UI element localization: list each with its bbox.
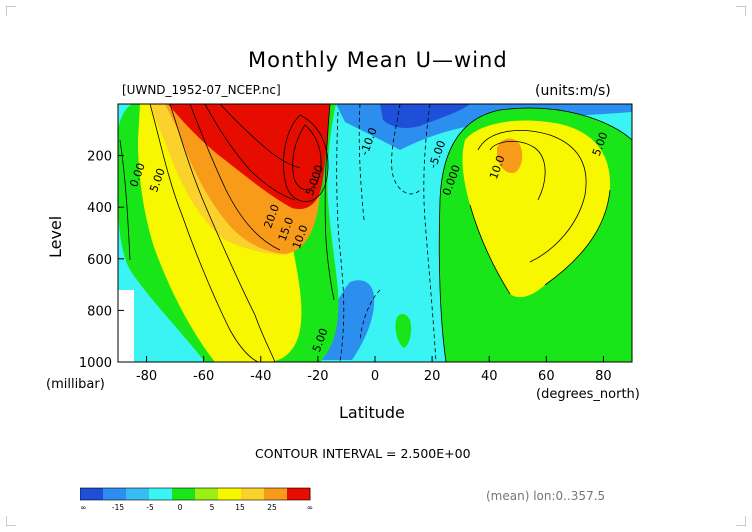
y-axis: 200 400 600 800 1000 <box>79 150 124 371</box>
colorbar-swatch <box>218 488 242 500</box>
x-tick-label: -80 <box>136 369 157 384</box>
colorbar-tick-label: -15 <box>112 503 124 512</box>
fill-strong-westerly-north <box>497 138 523 174</box>
x-tick-label: 40 <box>481 369 498 384</box>
colorbar-frame <box>80 487 311 501</box>
x-tick-label: -40 <box>250 369 271 384</box>
x-tick-label: 80 <box>595 369 612 384</box>
x-tick-label: 20 <box>424 369 441 384</box>
y-tick-label: 200 <box>87 150 112 165</box>
contour-lines <box>119 104 632 362</box>
y-axis-label: Level <box>46 215 65 258</box>
x-axis-label: Latitude <box>339 403 405 422</box>
x-tick-label: 60 <box>538 369 555 384</box>
x-axis: -80 -60 -40 -20 0 20 40 60 80 <box>136 356 612 384</box>
y-tick-label: 400 <box>87 201 112 216</box>
y-axis-units: (millibar) <box>46 377 105 392</box>
colorbar-swatch <box>80 488 104 500</box>
missing-data-patch <box>118 290 134 362</box>
contour-interval-note: CONTOUR INTERVAL = 2.500E+00 <box>255 446 471 461</box>
dataset-label: [UWND_1952-07_NCEP.nc] <box>122 83 281 97</box>
colorbar-tick-label: 0 <box>178 503 183 512</box>
fill-strong-easterly-top <box>380 104 470 128</box>
colorbar-swatch <box>126 488 150 500</box>
colorbar-swatch <box>287 488 311 500</box>
units-label: (units:m/s) <box>535 83 611 99</box>
colorbar-tick-label: -5 <box>146 503 154 512</box>
fill-westerly-north <box>462 120 611 298</box>
colorbar-swatch <box>195 488 219 500</box>
fill-islet-north <box>395 314 412 348</box>
fill-easterly-lower <box>322 280 375 360</box>
x-tick-label: -60 <box>193 369 214 384</box>
colorbar-swatch <box>172 488 196 500</box>
colorbar-tick-label: 15 <box>235 503 245 512</box>
colorbar: -∞ -15 -5 0 5 15 25 ∞ <box>80 487 313 512</box>
y-tick-label: 1000 <box>79 356 112 371</box>
contour-fills <box>118 104 632 362</box>
x-tick-label: 0 <box>371 369 379 384</box>
y-tick-label: 600 <box>87 253 112 268</box>
y-tick-label: 800 <box>87 304 112 319</box>
chart-title: Monthly Mean U—wind <box>248 48 508 72</box>
colorbar-tick-label: 5 <box>210 503 215 512</box>
x-tick-label: -20 <box>307 369 328 384</box>
mean-note: (mean) lon:0..357.5 <box>486 489 606 503</box>
colorbar-swatch <box>241 488 265 500</box>
colorbar-tick-label: 25 <box>267 503 277 512</box>
colorbar-tick-label: ∞ <box>307 503 313 512</box>
colorbar-swatch <box>264 488 288 500</box>
colorbar-tick-label: -∞ <box>80 503 86 512</box>
x-axis-units: (degrees_north) <box>536 387 640 402</box>
colorbar-swatch <box>103 488 127 500</box>
colorbar-swatch <box>149 488 173 500</box>
